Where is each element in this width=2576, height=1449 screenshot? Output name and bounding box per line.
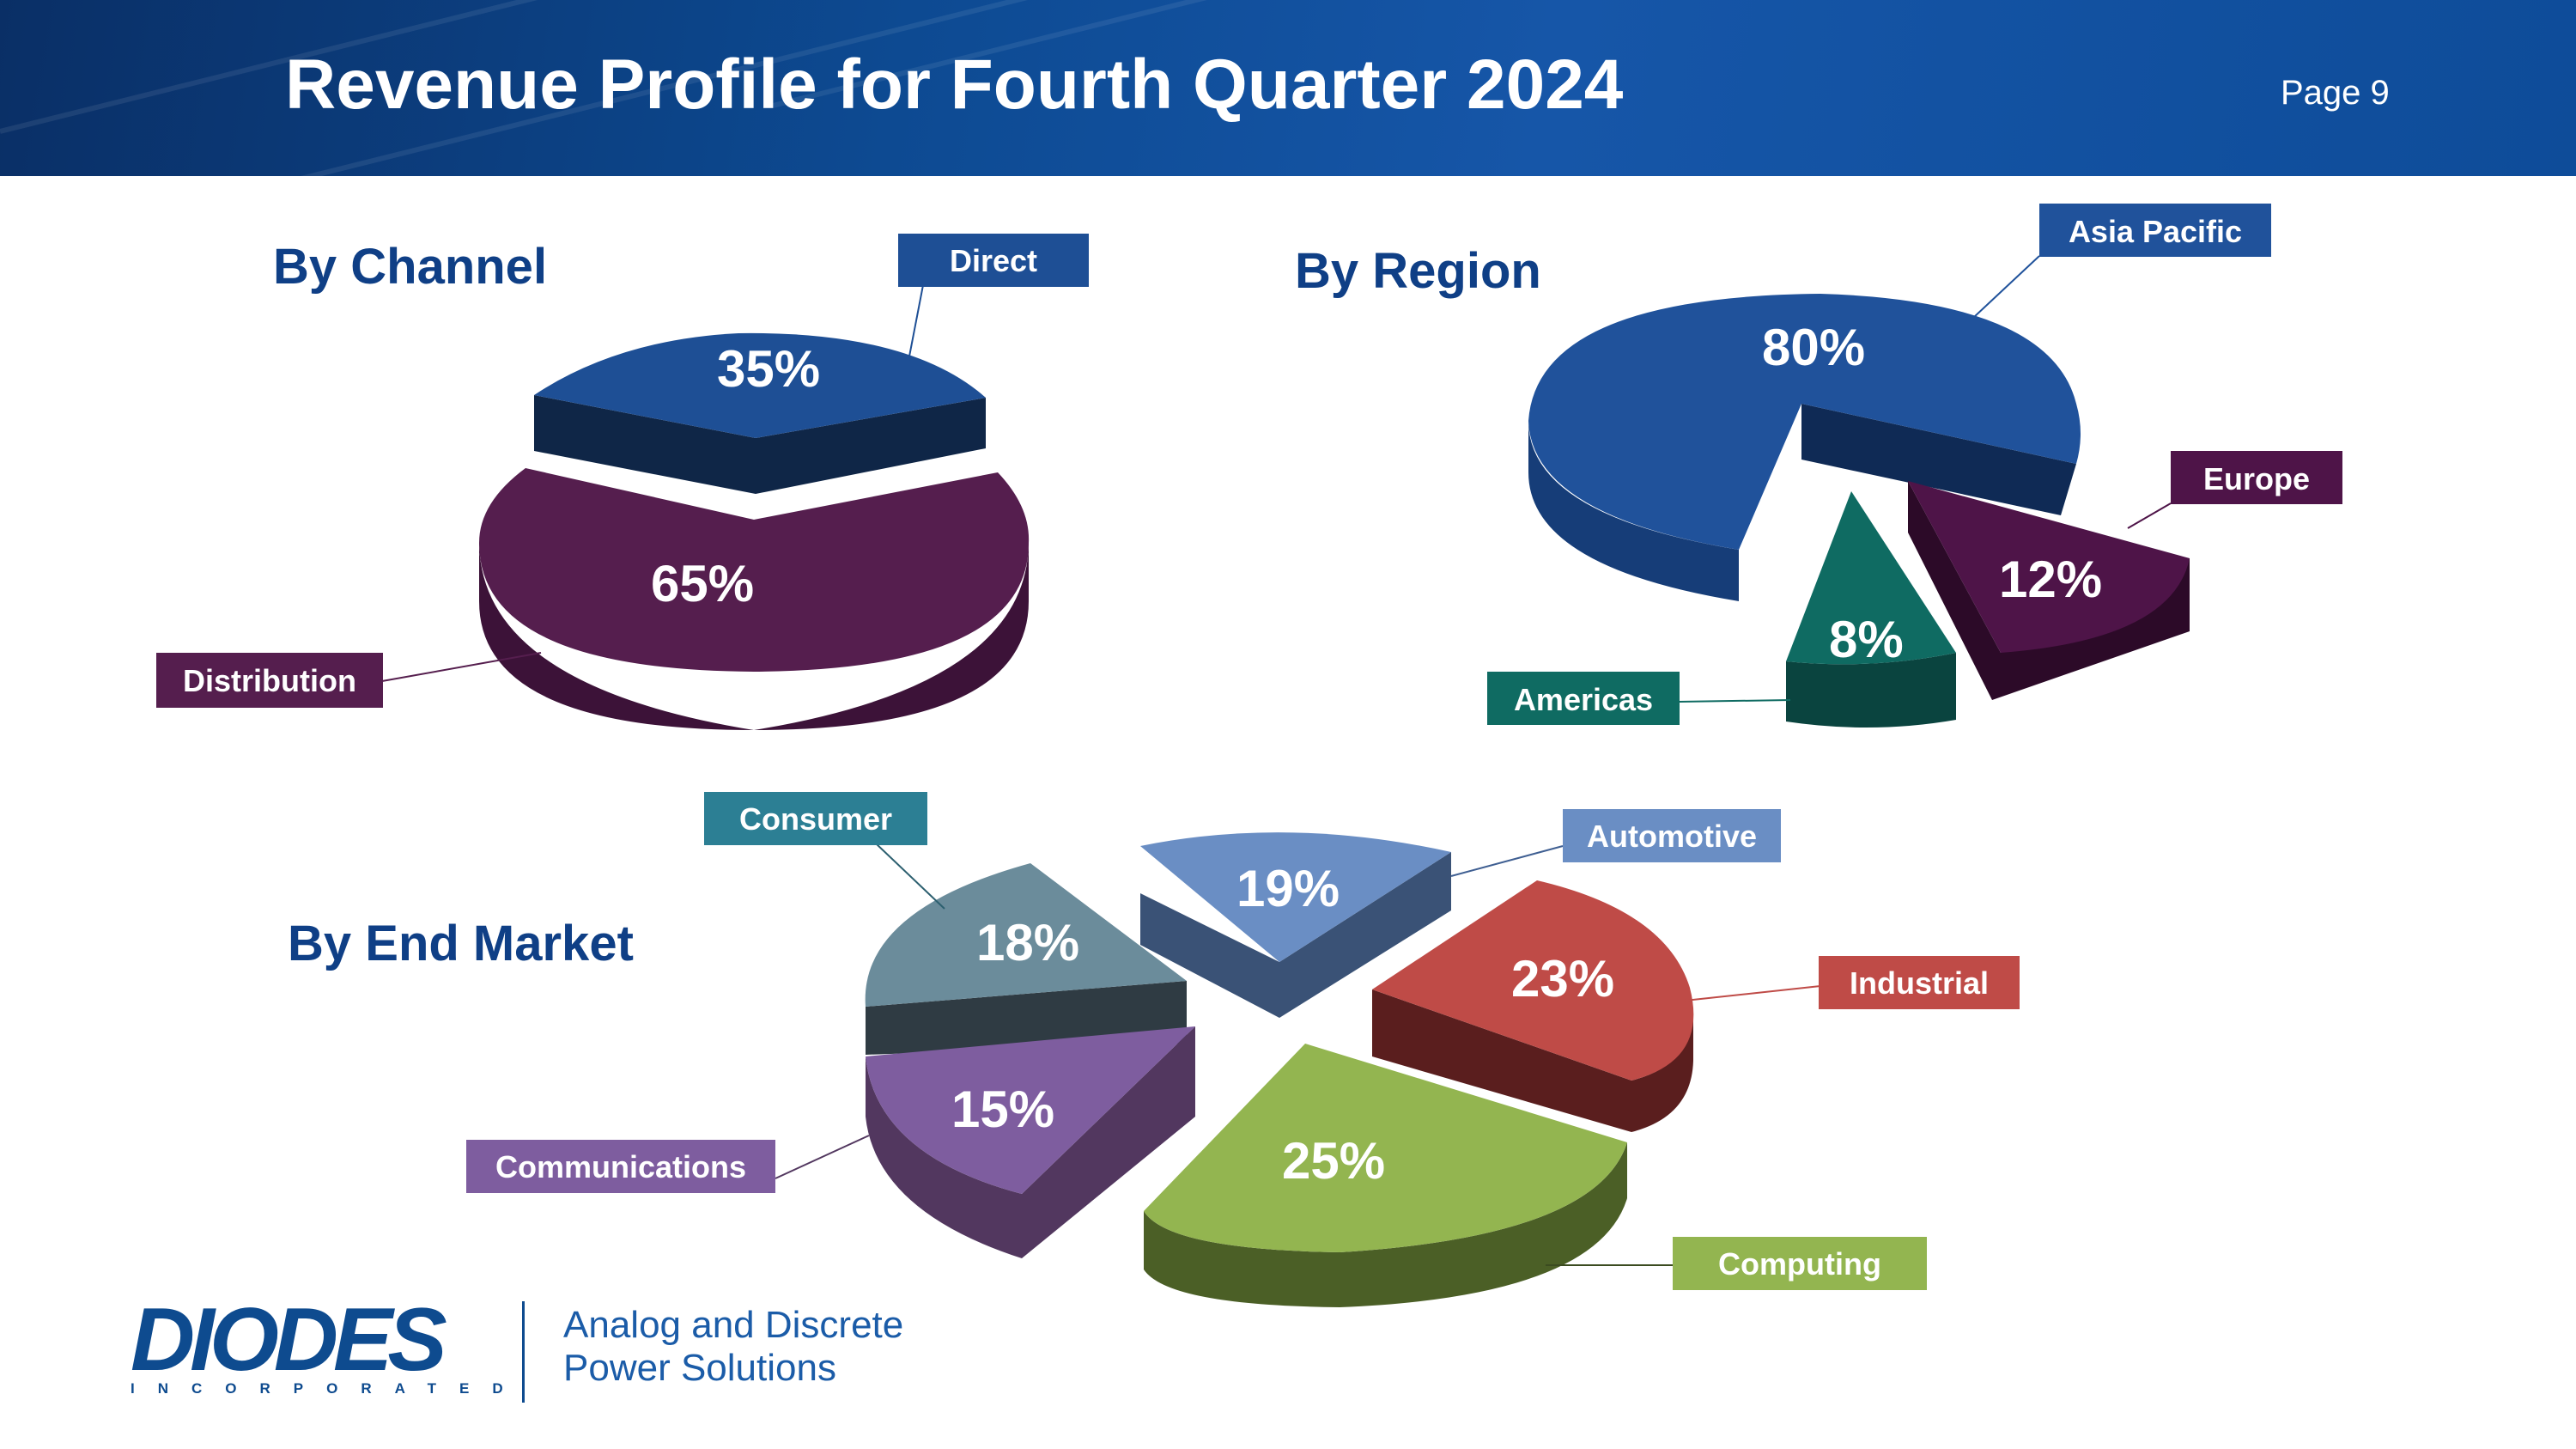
diodes-logo: DIODES INCORPORATED — [131, 1290, 526, 1397]
slice-automotive[interactable] — [1140, 832, 1451, 1018]
slice-computing-side — [1144, 1142, 1627, 1307]
chart-by-end-market: By End Market 19% 23% 25% 15% 18% — [288, 792, 2020, 1307]
slice-asia-pacific-side — [1528, 421, 1739, 601]
legend-consumer: Consumer — [704, 792, 927, 845]
legend-label-automotive: Automotive — [1587, 819, 1757, 854]
slice-industrial-side — [1372, 989, 1693, 1132]
slice-asia-pacific[interactable] — [1528, 294, 2081, 601]
legend-communications: Communications — [466, 1140, 775, 1193]
slice-communications-side — [866, 1026, 1195, 1258]
legend-automotive: Automotive — [1563, 809, 1781, 862]
data-label-computing: 25% — [1282, 1132, 1385, 1190]
data-label-automotive: 19% — [1236, 860, 1340, 917]
slice-industrial[interactable] — [1372, 880, 1694, 1132]
legend-label-computing: Computing — [1718, 1246, 1881, 1282]
slice-europe-top — [1908, 481, 2190, 653]
legend-label-distribution: Distribution — [183, 663, 356, 698]
slice-asia-pacific-side-inner — [1801, 404, 2076, 515]
legend-label-asia-pacific: Asia Pacific — [2069, 214, 2242, 249]
legend-americas: Americas — [1487, 672, 1680, 725]
legend-label-europe: Europe — [2203, 461, 2310, 496]
slice-europe[interactable] — [1908, 481, 2190, 700]
slice-europe-side — [1908, 481, 2190, 700]
data-label-americas: 8% — [1829, 611, 1904, 668]
chart-title-region: By Region — [1295, 243, 1541, 299]
legend-industrial: Industrial — [1819, 956, 2020, 1009]
tagline-line-2: Power Solutions — [563, 1347, 836, 1389]
footer-tagline: Analog and Discrete Power Solutions — [563, 1304, 903, 1390]
data-label-industrial: 23% — [1511, 950, 1614, 1008]
slice-communications-top — [866, 1026, 1195, 1194]
chart-by-channel: By Channel 35% 65% Direct Distribution — [156, 234, 1089, 730]
slice-americas[interactable] — [1786, 491, 1956, 728]
logo-wordmark: DIODES — [131, 1290, 447, 1390]
data-label-asia-pacific: 80% — [1762, 319, 1865, 376]
legend-label-consumer: Consumer — [739, 801, 892, 837]
legend-direct: Direct — [898, 234, 1089, 287]
page-title: Revenue Profile for Fourth Quarter 2024 — [285, 46, 1624, 124]
data-label-distribution: 65% — [651, 555, 754, 612]
slice-automotive-top — [1140, 832, 1451, 962]
slice-americas-top — [1786, 491, 1956, 665]
data-label-direct: 35% — [717, 340, 820, 398]
legend-label-direct: Direct — [950, 243, 1037, 278]
footer-divider — [522, 1301, 525, 1403]
slice-automotive-side — [1140, 852, 1451, 1018]
data-label-consumer: 18% — [976, 914, 1079, 971]
legend-label-americas: Americas — [1514, 682, 1653, 717]
legend-asia-pacific: Asia Pacific — [2039, 204, 2271, 257]
slice-direct-side — [534, 395, 986, 494]
chart-by-region: By Region 80% 12% 8% Asia Pacific Europe — [1295, 204, 2342, 728]
chart-title-channel: By Channel — [273, 239, 547, 295]
slice-communications[interactable] — [866, 1026, 1195, 1258]
legend-distribution: Distribution — [156, 653, 383, 708]
data-label-europe: 12% — [1999, 551, 2102, 608]
slice-direct-top — [534, 332, 986, 438]
data-label-communications: 15% — [951, 1081, 1054, 1138]
chart-title-end-market: By End Market — [288, 916, 634, 971]
slice-distribution[interactable] — [479, 468, 1030, 730]
legend-label-communications: Communications — [495, 1149, 746, 1184]
slice-computing-top — [1144, 1044, 1627, 1252]
slice-asia-pacific-top — [1528, 294, 2081, 550]
slice-consumer-top — [865, 863, 1187, 1007]
slice-direct[interactable] — [534, 332, 986, 494]
page-number: Page 9 — [2281, 74, 2390, 112]
legend-computing: Computing — [1673, 1237, 1927, 1290]
header-banner: Revenue Profile for Fourth Quarter 2024 … — [0, 0, 2576, 176]
logo-subtext: INCORPORATED — [131, 1380, 526, 1397]
tagline-line-1: Analog and Discrete — [563, 1304, 904, 1346]
slice-distribution-top — [479, 468, 1030, 672]
slice-industrial-top — [1372, 880, 1694, 1081]
legend-label-industrial: Industrial — [1850, 965, 1989, 1001]
legend-europe: Europe — [2171, 451, 2342, 504]
slice-computing[interactable] — [1144, 1044, 1627, 1307]
slice-americas-side — [1786, 653, 1956, 728]
